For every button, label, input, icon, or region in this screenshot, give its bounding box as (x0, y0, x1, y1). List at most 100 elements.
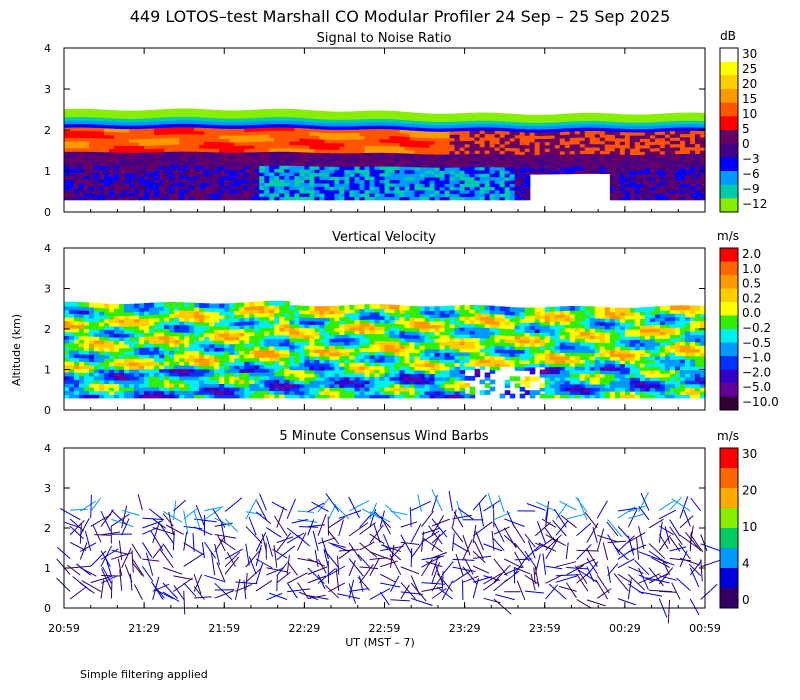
heatmap-cell (695, 172, 701, 178)
heatmap-cell (164, 342, 170, 348)
heatmap-cell (479, 125, 486, 131)
heatmap-cell (124, 382, 130, 388)
heatmap-cell (700, 112, 706, 118)
heatmap-cell (304, 109, 310, 115)
heatmap-cell (409, 122, 416, 128)
heatmap-cell (339, 344, 345, 350)
heatmap-cell (474, 185, 481, 191)
heatmap-cell (644, 150, 651, 155)
heatmap-cell (484, 152, 491, 158)
heatmap-cell (484, 139, 491, 144)
heatmap-cell (264, 178, 270, 184)
heatmap-cell (264, 147, 270, 152)
heatmap-cell (249, 382, 255, 388)
heatmap-cell (194, 133, 200, 138)
heatmap-cell (454, 182, 461, 188)
heatmap-cell (184, 393, 190, 399)
heatmap-cell (574, 139, 581, 145)
heatmap-cell (89, 368, 95, 373)
heatmap-cell (119, 325, 125, 331)
heatmap-cell (564, 123, 571, 129)
heatmap-cell (680, 129, 686, 135)
heatmap-cell (509, 149, 516, 155)
heatmap-cell (319, 369, 325, 374)
heatmap-cell (154, 143, 160, 149)
heatmap-cell (664, 156, 671, 161)
heatmap-cell (344, 151, 350, 157)
heatmap-cell (509, 166, 516, 171)
heatmap-cell (254, 168, 260, 173)
heatmap-cell (229, 134, 235, 140)
heatmap-cell (394, 131, 401, 137)
heatmap-cell (289, 178, 295, 184)
heatmap-cell (224, 168, 230, 174)
heatmap-cell (204, 123, 210, 128)
heatmap-cell (69, 160, 75, 166)
heatmap-cell (139, 339, 145, 345)
heatmap-cell (389, 368, 396, 374)
heatmap-cell (544, 114, 551, 120)
heatmap-cell (514, 179, 521, 185)
heatmap-cell (69, 338, 75, 344)
heatmap-cell (509, 175, 516, 181)
heatmap-cell (364, 127, 371, 133)
heatmap-cell (614, 153, 621, 158)
heatmap-cell (634, 166, 641, 172)
heatmap-cell (289, 322, 295, 328)
heatmap-cell (214, 303, 220, 309)
heatmap-cell (74, 115, 80, 121)
heatmap-cell (184, 195, 190, 201)
heatmap-cell (79, 140, 85, 145)
heatmap-cell (279, 338, 285, 343)
heatmap-cell (659, 139, 666, 145)
heatmap-cell (134, 151, 140, 157)
heatmap-cell (364, 311, 371, 317)
heatmap-cell (144, 328, 150, 334)
heatmap-cell (249, 185, 255, 191)
heatmap-cell (184, 346, 190, 351)
heatmap-cell (159, 371, 165, 377)
heatmap-cell (89, 390, 95, 395)
heatmap-cell (379, 322, 386, 327)
heatmap-cell (479, 162, 486, 168)
heatmap-cell (379, 178, 386, 184)
heatmap-cell (294, 178, 300, 184)
heatmap-cell (619, 130, 626, 136)
heatmap-cell (199, 129, 205, 135)
heatmap-cell (379, 134, 386, 140)
heatmap-cell (314, 134, 320, 140)
heatmap-cell (184, 188, 190, 194)
heatmap-cell (74, 301, 80, 307)
heatmap-cell (89, 188, 95, 194)
heatmap-cell (559, 140, 566, 145)
heatmap-cell (429, 185, 436, 191)
heatmap-cell (84, 133, 90, 138)
heatmap-cell (499, 126, 506, 132)
heatmap-cell (374, 175, 381, 180)
heatmap-cell (124, 361, 130, 367)
heatmap-cell (99, 140, 105, 146)
heatmap-cell (364, 121, 371, 126)
heatmap-cell (414, 175, 421, 181)
heatmap-cell (239, 144, 245, 150)
heatmap-cell (99, 143, 105, 149)
heatmap-cell (439, 179, 446, 184)
heatmap-cell (214, 164, 220, 170)
heatmap-cell (199, 361, 205, 366)
heatmap-cell (499, 136, 506, 142)
heatmap-cell (229, 364, 235, 370)
heatmap-cell (219, 375, 225, 381)
heatmap-cell (204, 382, 210, 388)
heatmap-cell (469, 188, 476, 194)
heatmap-cell (324, 334, 330, 339)
heatmap-cell (144, 127, 150, 133)
heatmap-cell (544, 169, 551, 175)
heatmap-cell (219, 144, 225, 150)
heatmap-cell (349, 315, 355, 321)
heatmap-cell (204, 314, 210, 319)
heatmap-cell (254, 353, 260, 358)
heatmap-cell (514, 156, 521, 162)
heatmap-cell (124, 141, 130, 147)
heatmap-cell (94, 140, 100, 146)
heatmap-cell (209, 168, 215, 173)
